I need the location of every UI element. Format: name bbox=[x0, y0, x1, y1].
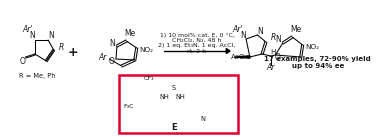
Text: H: H bbox=[271, 49, 276, 55]
Text: +: + bbox=[67, 45, 78, 58]
Text: N: N bbox=[240, 31, 246, 39]
Text: R: R bbox=[271, 32, 276, 42]
Polygon shape bbox=[226, 48, 230, 54]
Text: NO₂: NO₂ bbox=[305, 44, 319, 50]
Text: N: N bbox=[29, 32, 35, 41]
Text: N: N bbox=[48, 32, 54, 41]
Text: O: O bbox=[20, 56, 26, 65]
Text: up to 94% ee: up to 94% ee bbox=[291, 63, 344, 69]
Text: Ar: Ar bbox=[266, 64, 275, 72]
Text: NH: NH bbox=[175, 94, 185, 100]
Text: R: R bbox=[59, 44, 64, 52]
Text: Ar: Ar bbox=[99, 52, 107, 62]
Text: CF₃: CF₃ bbox=[144, 75, 154, 81]
Text: N: N bbox=[200, 116, 205, 122]
Polygon shape bbox=[235, 56, 250, 58]
Text: NH: NH bbox=[159, 94, 169, 100]
Text: AcO: AcO bbox=[231, 54, 246, 60]
Text: F₃C: F₃C bbox=[123, 105, 134, 109]
Text: Ar': Ar' bbox=[232, 25, 243, 34]
Text: 2) 1 eq. Et₃N, 1 eq. AcCl,: 2) 1 eq. Et₃N, 1 eq. AcCl, bbox=[158, 44, 235, 48]
Text: Me: Me bbox=[124, 29, 136, 38]
Text: R = Me, Ph: R = Me, Ph bbox=[19, 73, 56, 79]
Text: CH₂Cl₂, N₂, 48 h: CH₂Cl₂, N₂, 48 h bbox=[172, 38, 222, 42]
Text: E: E bbox=[172, 122, 177, 132]
Text: Me: Me bbox=[290, 25, 302, 35]
Text: N: N bbox=[109, 38, 115, 48]
Text: 1) 10 mol% cat. E, 0 °C,: 1) 10 mol% cat. E, 0 °C, bbox=[160, 32, 234, 38]
Text: 17 examples, 72-90% yield: 17 examples, 72-90% yield bbox=[264, 56, 371, 62]
Text: Ar': Ar' bbox=[22, 25, 33, 35]
Text: rt, 2 h: rt, 2 h bbox=[187, 48, 207, 54]
Text: N: N bbox=[257, 26, 263, 35]
Text: N: N bbox=[275, 35, 281, 44]
Bar bbox=[119, 75, 238, 133]
Text: O: O bbox=[108, 58, 114, 66]
Text: O: O bbox=[274, 54, 280, 62]
Text: S: S bbox=[172, 85, 175, 91]
Text: NO₂: NO₂ bbox=[139, 47, 153, 53]
